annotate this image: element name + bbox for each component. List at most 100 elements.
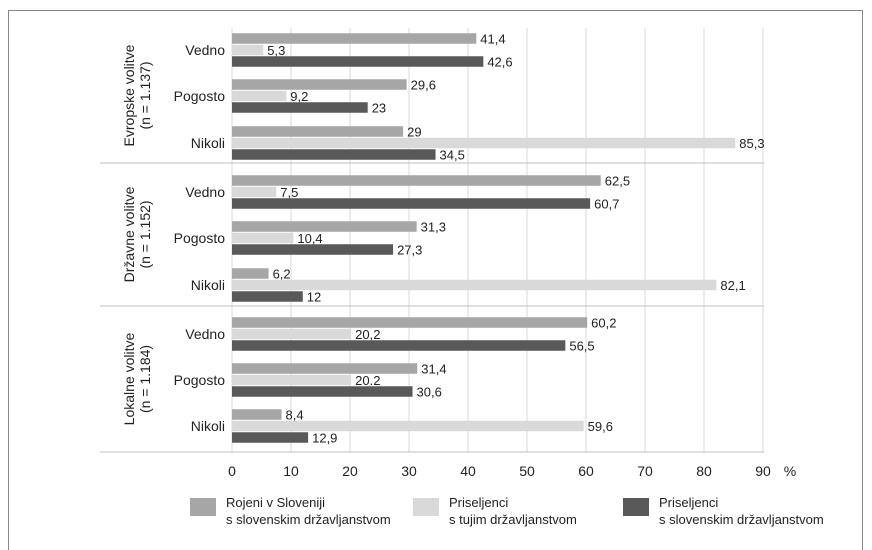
group-label-title: Državne volitve (121, 186, 137, 282)
data-label: 41,4 (480, 31, 505, 46)
bar (232, 340, 566, 351)
data-label: 30,6 (417, 384, 442, 399)
legend-item-rojeni: Rojeni v Sloveniji s slovenskim državlja… (190, 494, 416, 528)
x-tick-label: 0 (228, 463, 236, 479)
legend-swatch-rojeni (190, 498, 216, 516)
bar (232, 244, 394, 255)
legend-swatch-slovensko (623, 498, 649, 516)
legend-swatch-tuje (413, 498, 439, 516)
x-axis-unit: % (784, 463, 796, 479)
data-label: 5,3 (267, 43, 285, 58)
bar (232, 317, 588, 328)
data-label: 31,4 (421, 361, 446, 376)
legend-label-rojeni-line2: s slovenskim državljanstvom (226, 512, 391, 527)
group-label-n: (n = 1.184) (137, 345, 153, 413)
legend-label-slovensko-line2: s slovenskim državljanstvom (659, 512, 824, 527)
data-label: 20.2 (355, 373, 380, 388)
bar (232, 420, 584, 432)
bar (232, 56, 484, 67)
group-label: Državne volitve(n = 1.152) (121, 186, 153, 282)
bar (232, 221, 417, 232)
data-label: 85,3 (739, 136, 764, 151)
bar (232, 149, 436, 160)
category-label: Pogosto (174, 230, 226, 246)
x-tick-label: 60 (578, 463, 594, 479)
bar (232, 126, 404, 137)
bar (232, 137, 736, 149)
bar (232, 409, 282, 420)
group-label: Lokalne volitve(n = 1.184) (121, 332, 153, 425)
category-label: Pogosto (174, 372, 226, 388)
bar (232, 186, 277, 198)
data-label: 8,4 (286, 407, 304, 422)
group-label-title: Lokalne volitve (121, 332, 137, 425)
x-tick-label: 40 (460, 463, 476, 479)
data-label: 23 (372, 100, 386, 115)
bar (232, 328, 352, 340)
bar-chart: Vedno 41,4 5,3 42,6 Pogosto 29,6 9,2 23 Nikoli 29… (100, 28, 796, 479)
data-label: 82,1 (720, 278, 745, 293)
bar (232, 279, 717, 291)
legend-item-slovensko: Priseljenci s slovenskim državljanstvom (623, 494, 849, 528)
bar (232, 102, 368, 113)
legend-label-tuje-line1: Priseljenci (449, 495, 509, 510)
x-tick-label: 80 (696, 463, 712, 479)
bar (232, 175, 601, 186)
bar (232, 79, 407, 90)
category-label: Nikoli (191, 277, 225, 293)
x-tick-label: 90 (755, 463, 771, 479)
legend-label-tuje: Priseljenci s tujim državljanstvom (449, 494, 639, 528)
x-tick-label: 70 (637, 463, 653, 479)
bar (232, 432, 309, 443)
data-label: 20,2 (355, 327, 380, 342)
data-label: 9,2 (290, 89, 308, 104)
data-label: 60,2 (591, 315, 616, 330)
x-tick-label: 30 (401, 463, 417, 479)
category-label: Nikoli (191, 135, 225, 151)
group-label-n: (n = 1.137) (137, 61, 153, 129)
x-tick-label: 50 (519, 463, 535, 479)
data-label: 34,5 (440, 147, 465, 162)
bar (232, 386, 413, 397)
bar (232, 291, 303, 302)
category-label: Vedno (185, 42, 225, 58)
data-label: 56,5 (569, 338, 594, 353)
bar (232, 33, 477, 44)
data-label: 29 (407, 124, 421, 139)
data-label: 62,5 (605, 173, 630, 188)
data-label: 31,3 (421, 219, 446, 234)
data-label: 6,2 (273, 266, 291, 281)
category-label: Pogosto (174, 88, 226, 104)
category-label: Vedno (185, 184, 225, 200)
group-label-title: Evropske volitve (121, 44, 137, 146)
legend-item-tuje: Priseljenci s tujim državljanstvom (413, 494, 639, 528)
chart-frame (8, 10, 863, 550)
legend-label-rojeni: Rojeni v Sloveniji s slovenskim državlja… (226, 494, 416, 528)
data-label: 60,7 (594, 196, 619, 211)
legend-label-slovensko: Priseljenci s slovenskim državljanstvom (659, 494, 849, 528)
x-tick-label: 10 (283, 463, 299, 479)
category-label: Nikoli (191, 418, 225, 434)
data-label: 12,9 (312, 430, 337, 445)
bar (232, 268, 269, 279)
legend-label-slovensko-line1: Priseljenci (659, 495, 719, 510)
bar (232, 232, 294, 244)
bar (232, 44, 264, 56)
data-label: 59,6 (588, 419, 613, 434)
bar (232, 374, 352, 386)
data-label: 12 (307, 289, 321, 304)
category-label: Vedno (185, 326, 225, 342)
legend-label-tuje-line2: s tujim državljanstvom (449, 512, 577, 527)
group-label: Evropske volitve(n = 1.137) (121, 44, 153, 146)
data-label: 10,4 (297, 231, 322, 246)
bar (232, 198, 591, 209)
bar (232, 90, 287, 102)
bar (232, 363, 418, 374)
data-label: 42,6 (487, 54, 512, 69)
data-label: 29,6 (411, 77, 436, 92)
legend-label-rojeni-line1: Rojeni v Sloveniji (226, 495, 325, 510)
group-label-n: (n = 1.152) (137, 200, 153, 268)
x-tick-label: 20 (342, 463, 358, 479)
data-label: 7,5 (280, 185, 298, 200)
data-label: 27,3 (397, 242, 422, 257)
